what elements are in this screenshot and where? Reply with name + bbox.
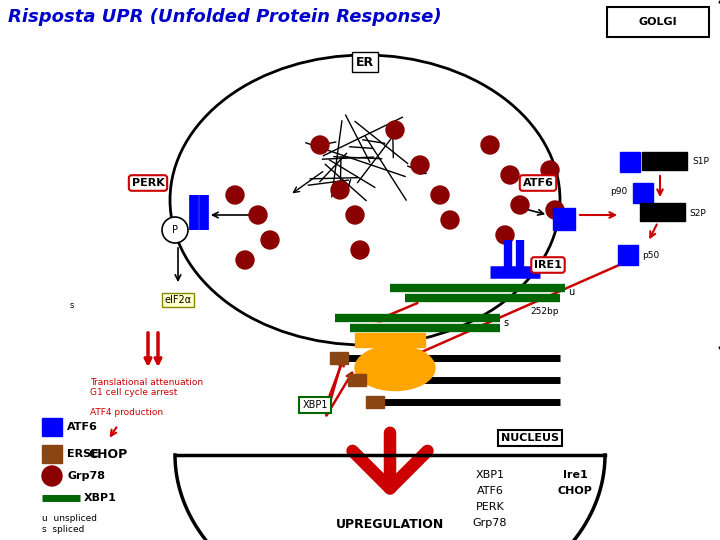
Text: P: P [172, 225, 178, 235]
Text: XBP1: XBP1 [475, 470, 505, 480]
Text: XBP1: XBP1 [302, 400, 328, 410]
Circle shape [496, 226, 514, 244]
Bar [640, 203, 685, 221]
Polygon shape [175, 455, 605, 540]
Circle shape [311, 136, 329, 154]
Text: S1P: S1P [692, 158, 709, 166]
Ellipse shape [355, 346, 435, 390]
Text: PERK: PERK [476, 502, 505, 512]
Text: CHOP: CHOP [89, 448, 127, 461]
Bar [366, 396, 384, 408]
Circle shape [431, 186, 449, 204]
Bar [620, 152, 640, 172]
Bar [642, 152, 687, 170]
Circle shape [441, 211, 459, 229]
Circle shape [351, 241, 369, 259]
Text: NUCLEUS: NUCLEUS [501, 433, 559, 443]
Text: S2P: S2P [689, 208, 706, 218]
Circle shape [249, 206, 267, 224]
Text: Grp78: Grp78 [473, 518, 508, 528]
Circle shape [481, 136, 499, 154]
Text: s: s [70, 300, 74, 309]
Text: CHOP: CHOP [557, 486, 593, 496]
Text: 252bp: 252bp [530, 307, 559, 316]
Ellipse shape [170, 55, 560, 345]
Circle shape [261, 231, 279, 249]
Text: IRE1: IRE1 [534, 260, 562, 270]
Circle shape [236, 251, 254, 269]
Text: ATF6: ATF6 [523, 178, 554, 188]
Text: UPREGULATION: UPREGULATION [336, 518, 444, 531]
Text: ATF6: ATF6 [67, 422, 98, 432]
Circle shape [541, 161, 559, 179]
Bar [355, 333, 425, 347]
Text: GOLGI: GOLGI [639, 17, 678, 27]
Text: s  spliced: s spliced [42, 525, 84, 534]
Bar [618, 245, 638, 265]
Text: Translational attenuation
G1 cell cycle arrest: Translational attenuation G1 cell cycle … [90, 378, 203, 397]
Circle shape [226, 186, 244, 204]
Text: Ire1: Ire1 [562, 470, 588, 480]
Circle shape [411, 156, 429, 174]
Circle shape [346, 206, 364, 224]
Text: XBP1: XBP1 [84, 493, 117, 503]
Text: eIF2α: eIF2α [164, 295, 192, 305]
Text: PERK: PERK [132, 178, 164, 188]
Text: Risposta UPR (Unfolded Protein Response): Risposta UPR (Unfolded Protein Response) [8, 8, 441, 26]
Text: p90: p90 [610, 187, 627, 197]
Circle shape [42, 466, 62, 486]
Circle shape [511, 196, 529, 214]
Text: ATF4 production: ATF4 production [90, 408, 163, 417]
Circle shape [546, 201, 564, 219]
Text: p50: p50 [642, 251, 660, 260]
Text: ER: ER [356, 56, 374, 69]
Bar [330, 352, 348, 364]
Bar [633, 183, 653, 203]
Circle shape [162, 217, 188, 243]
Circle shape [386, 121, 404, 139]
FancyBboxPatch shape [607, 7, 709, 37]
Circle shape [331, 181, 349, 199]
Text: s: s [503, 318, 508, 328]
Bar [553, 208, 575, 230]
Text: u: u [568, 287, 575, 297]
Bar [42, 418, 62, 436]
Text: ATF6: ATF6 [477, 486, 503, 496]
Text: ERSE: ERSE [67, 449, 99, 459]
Bar [348, 374, 366, 386]
Bar [42, 445, 62, 463]
Text: Grp78: Grp78 [67, 471, 105, 481]
Circle shape [501, 166, 519, 184]
Text: u  unspliced: u unspliced [42, 514, 97, 523]
